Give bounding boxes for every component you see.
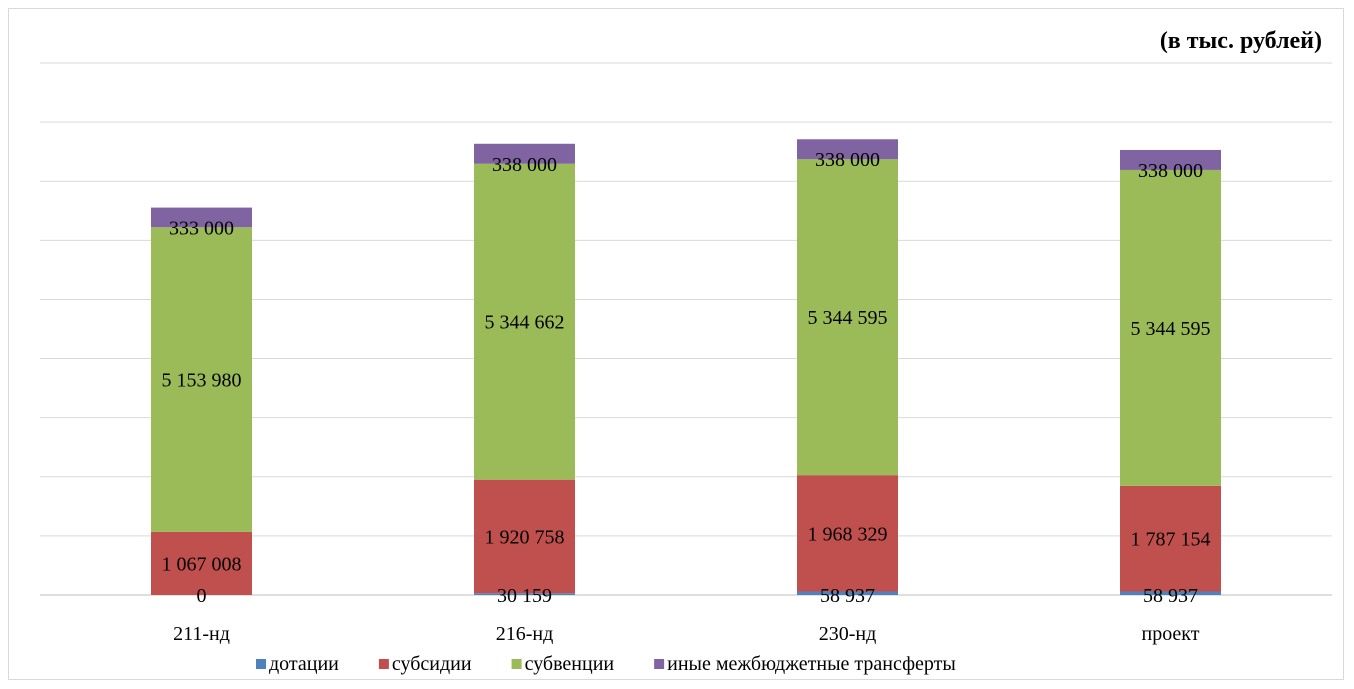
gridlines — [40, 62, 1332, 596]
data-label: 5 153 980 — [162, 370, 242, 392]
legend: дотации субсидии субвенции иные межбюджетны… — [256, 653, 956, 675]
data-label: 1 067 008 — [162, 553, 242, 575]
legend-swatch — [378, 659, 389, 669]
data-label: 0 — [197, 585, 207, 607]
bar-segment — [1120, 149, 1221, 170]
bar-segment — [151, 227, 252, 532]
unit-label: (в тыс. рублей) — [1160, 28, 1322, 54]
data-label: 5 344 595 — [808, 307, 888, 329]
bar-segment — [151, 531, 252, 595]
legend-swatch — [511, 659, 522, 669]
x-tick-label: проект — [1141, 623, 1199, 645]
legend-label: иные межбюджетные трансферты — [667, 653, 956, 675]
data-label: 338 000 — [492, 154, 557, 176]
bar-segment — [474, 593, 575, 595]
legend-label: субвенции — [525, 653, 615, 675]
data-label: 1 968 329 — [808, 523, 888, 545]
data-label: 1 787 154 — [1131, 529, 1211, 551]
data-label: 58 937 — [1143, 585, 1198, 607]
data-label: 338 000 — [1138, 160, 1203, 182]
bar-segment — [474, 163, 575, 480]
data-label: 30 159 — [497, 585, 552, 607]
bar-segment — [474, 143, 575, 164]
legend-label: субсидии — [392, 653, 472, 675]
x-tick-label: 230-нд — [819, 623, 877, 645]
legend-swatch — [654, 659, 665, 669]
data-label: 338 000 — [815, 149, 880, 171]
legend-label: дотации — [269, 653, 339, 675]
data-label: 5 344 595 — [1131, 318, 1211, 340]
bar-segment — [797, 591, 898, 595]
bar-segment — [1120, 485, 1221, 592]
data-label: 5 344 662 — [485, 312, 565, 334]
x-tick-label: 211-нд — [173, 623, 230, 645]
bar-segment — [151, 207, 252, 228]
data-label: 58 937 — [820, 585, 875, 607]
legend-swatch — [256, 659, 266, 669]
bar-segment — [797, 139, 898, 160]
bar-segment — [474, 479, 575, 594]
data-label: 1 920 758 — [485, 526, 565, 548]
data-label: 333 000 — [169, 217, 234, 239]
x-axis-tick-labels: 211-нд 216-нд 230-нд проект — [173, 623, 1200, 645]
bar-segment — [797, 159, 898, 476]
bar-segment — [797, 475, 898, 592]
bar-segment — [1120, 591, 1221, 595]
bar-segment — [1120, 169, 1221, 486]
bars — [151, 139, 1221, 595]
x-tick-label: 216-нд — [496, 623, 554, 645]
data-labels: 0 1 067 008 5 153 980 333 000 30 159 1 920 75… — [162, 149, 1211, 607]
